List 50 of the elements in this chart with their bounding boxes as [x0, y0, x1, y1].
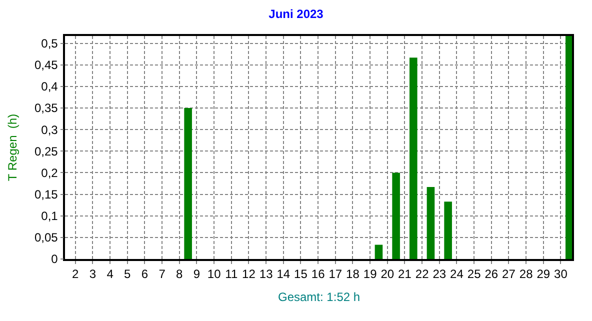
x-tick-label: 27 [502, 267, 516, 282]
y-tick-label: 0,3 [41, 122, 58, 137]
y-tick-label: 0 [51, 252, 58, 266]
y-tick-label: 0,35 [34, 101, 58, 116]
y-axis-title: T Regen (h) [5, 114, 20, 182]
x-tick-label: 12 [242, 267, 256, 282]
x-tick-label: 19 [363, 267, 378, 282]
x-tick-label: 28 [519, 267, 534, 282]
x-tick-label: 11 [225, 267, 238, 282]
x-tick-label: 7 [158, 267, 166, 282]
x-tick-label: 5 [124, 267, 132, 282]
x-tick-label: 10 [207, 267, 222, 282]
y-tick-label: 0,5 [41, 36, 58, 51]
x-tick-label: 24 [450, 267, 464, 282]
x-tick-label: 4 [106, 267, 114, 282]
x-tick-label: 20 [380, 267, 394, 282]
bar [410, 58, 418, 259]
bar [566, 36, 572, 259]
chart-title: Juni 2023 [268, 7, 324, 22]
y-tick-label: 0,15 [34, 188, 58, 202]
x-tick-label: 9 [193, 267, 200, 282]
x-tick-label: 22 [415, 267, 430, 282]
x-tick-label: 3 [89, 267, 96, 282]
x-tick-label: 16 [311, 267, 326, 282]
bar [184, 108, 192, 259]
bar [392, 172, 400, 259]
x-tick-label: 26 [484, 267, 498, 282]
x-tick-label: 6 [141, 267, 148, 282]
x-tick-label: 2 [72, 267, 80, 282]
x-tick-label: 25 [467, 267, 482, 282]
x-tick-label: 21 [398, 267, 412, 282]
y-tick-label: 0,05 [34, 230, 58, 245]
y-tick-label: 0,25 [34, 144, 58, 158]
y-tick-label: 0,4 [41, 80, 58, 94]
bar [374, 244, 383, 259]
text: Gesamt: 1:52 h [278, 290, 360, 304]
x-tick-label: 30 [554, 267, 568, 282]
x-tick-label: 17 [328, 267, 342, 282]
y-tick-label: 0,1 [41, 209, 58, 224]
x-tick-label: 8 [176, 267, 184, 282]
x-tick-label: 14 [276, 267, 290, 282]
x-tick-label: 29 [536, 267, 550, 282]
x-tick-label: 13 [259, 267, 274, 282]
x-tick-label: 15 [294, 267, 308, 282]
x-tick-label: 18 [346, 267, 360, 282]
y-tick-label: 0,2 [41, 166, 58, 180]
bar [426, 186, 435, 259]
x-tick-label: 23 [432, 267, 446, 282]
bar [444, 202, 452, 259]
y-tick-label: 0,45 [34, 58, 58, 72]
